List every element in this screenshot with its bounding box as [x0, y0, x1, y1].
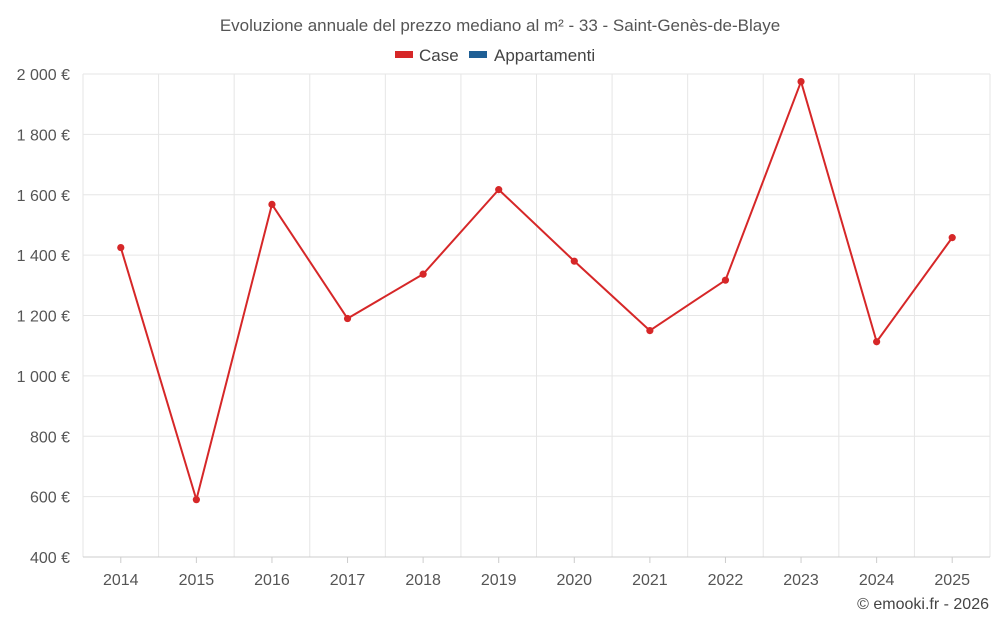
data-point-case-2020[interactable] [570, 257, 578, 265]
legend-label-appartamenti: Appartamenti [494, 46, 595, 65]
data-point-case-2024[interactable] [873, 338, 881, 346]
x-tick-label: 2021 [632, 572, 668, 589]
x-axis: 2014 2015 2016 2017 2018 2019 2020 2021 2022 2023… [83, 556, 990, 589]
y-tick-label: 600 € [30, 490, 70, 507]
x-tick-label: 2014 [103, 572, 139, 589]
y-tick-label: 2 000 € [17, 67, 70, 84]
data-point-case-2022[interactable] [721, 276, 730, 284]
data-point-case-2018[interactable] [419, 270, 427, 278]
copyright-credit: © emooki.fr - 2026 [857, 596, 989, 613]
x-tick-label: 2019 [481, 572, 517, 589]
y-tick-label: 1 400 € [17, 248, 70, 265]
legend-item-case[interactable]: Case [395, 46, 459, 65]
x-tick-label: 2020 [556, 572, 592, 589]
x-tick-label: 2022 [708, 572, 744, 589]
x-tick-label: 2023 [783, 572, 819, 589]
data-point-case-2025[interactable] [948, 234, 956, 242]
grid [82, 73, 991, 558]
legend-swatch-appartamenti [469, 51, 487, 58]
legend-swatch-case [395, 51, 413, 58]
y-tick-label: 400 € [30, 550, 70, 567]
x-tick-label: 2017 [330, 572, 366, 589]
data-point-case-2014[interactable] [117, 243, 125, 252]
y-tick-label: 1 800 € [17, 127, 70, 144]
y-axis: 400 € 600 € 800 € 1 000 € 1 200 € 1 400 € 1 60… [17, 67, 70, 567]
data-point-case-2021[interactable] [646, 326, 654, 335]
y-tick-label: 800 € [30, 429, 70, 446]
series-line-case [119, 80, 954, 501]
chart-title: Evoluzione annuale del prezzo mediano al… [220, 16, 780, 35]
data-point-case-2019[interactable] [495, 186, 503, 194]
x-tick-label: 2025 [934, 572, 970, 589]
y-tick-label: 1 600 € [17, 188, 70, 205]
x-tick-label: 2015 [179, 572, 215, 589]
plot-area [117, 77, 956, 504]
legend-label-case: Case [419, 46, 459, 65]
x-tick-label: 2024 [859, 572, 895, 589]
x-tick-label: 2016 [254, 572, 290, 589]
y-tick-label: 1 000 € [17, 369, 70, 386]
legend: Case Appartamenti [395, 46, 595, 65]
legend-item-appartamenti[interactable]: Appartamenti [469, 46, 595, 65]
data-point-case-2023[interactable] [797, 77, 805, 86]
data-point-case-2016[interactable] [268, 200, 276, 209]
data-point-case-2017[interactable] [343, 314, 352, 323]
data-point-case-2015[interactable] [192, 496, 200, 504]
y-tick-label: 1 200 € [17, 309, 70, 326]
x-tick-label: 2018 [405, 572, 441, 589]
